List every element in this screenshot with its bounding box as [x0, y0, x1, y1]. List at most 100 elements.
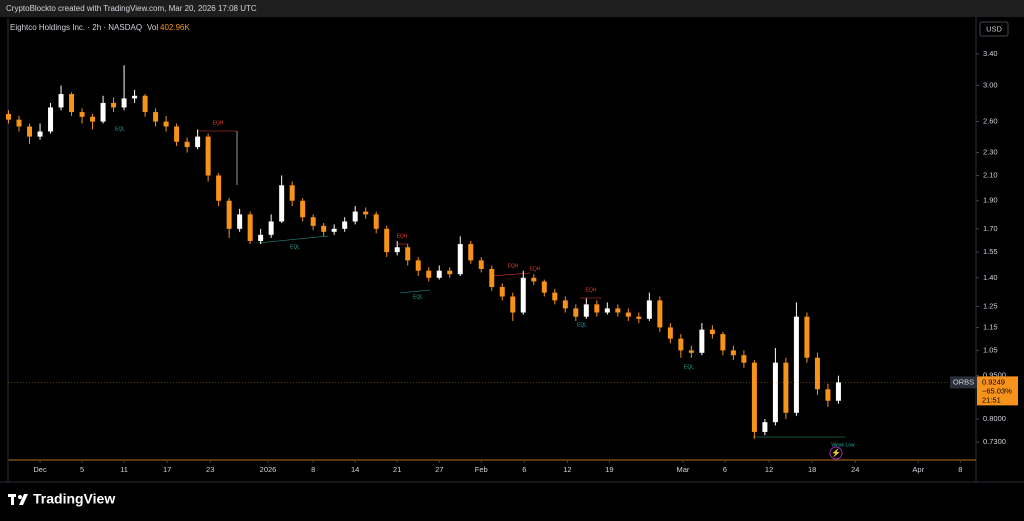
- candle-body: [604, 308, 610, 313]
- candle-body: [342, 221, 348, 229]
- candle-body: [594, 304, 600, 313]
- candle-body: [237, 214, 243, 229]
- candle-body: [573, 308, 579, 317]
- candle-body: [457, 244, 463, 275]
- candle-body: [289, 185, 295, 201]
- badge-price: 0.9249: [982, 377, 1005, 386]
- candle-body: [174, 126, 180, 142]
- x-tick-label: Dec: [33, 465, 47, 474]
- candle-body: [825, 389, 831, 401]
- candle-body: [783, 362, 789, 413]
- badge-symbol-box: [950, 376, 977, 389]
- currency-box[interactable]: [979, 21, 1009, 37]
- candle-body: [90, 116, 96, 122]
- candle-body: [730, 350, 736, 356]
- candle-body: [583, 304, 589, 317]
- x-tick-label: 6: [723, 465, 727, 474]
- candle-body: [510, 296, 516, 313]
- x-tick-label: 8: [958, 465, 962, 474]
- badge-symbol: ORBS: [953, 377, 974, 386]
- eql-line: [257, 235, 329, 244]
- badge-box: [977, 376, 1018, 406]
- candle-body: [615, 308, 621, 313]
- candle-body: [58, 94, 64, 108]
- x-tick-label: Mar: [676, 465, 689, 474]
- candle-body: [16, 119, 22, 127]
- candle-body: [48, 107, 54, 132]
- y-tick-label: 2.60: [983, 117, 998, 126]
- candle-body: [132, 95, 138, 99]
- candle-body: [363, 211, 369, 215]
- candle-body: [562, 300, 568, 309]
- y-tick-label: 1.40: [983, 273, 998, 282]
- candle-body: [762, 422, 768, 432]
- volume-value: 402.96K: [160, 23, 190, 32]
- x-tick-label: 19: [605, 465, 613, 474]
- candle-body: [478, 260, 484, 269]
- alert-icon-glyph: ⚡: [831, 448, 841, 458]
- candle-body: [468, 244, 474, 261]
- brand-name: TradingView: [33, 491, 115, 507]
- candle-body: [835, 382, 841, 401]
- credit: CryptoBlockto created with TradingView.c…: [6, 4, 257, 13]
- x-tick-label: 17: [163, 465, 171, 474]
- candle-body: [100, 102, 106, 122]
- badge-countdown: 21:51: [982, 395, 1001, 404]
- candle-body: [163, 121, 169, 127]
- candle-body: [258, 234, 264, 241]
- y-tick-label: 0.9500: [983, 371, 1006, 380]
- y-tick-label: 1.05: [983, 345, 998, 354]
- annotation-lines: ⚡ EQL EQH EQL EQH EQL EQH EQH EQH EQL EQL Weak Low: [115, 120, 855, 460]
- annotation: Weak Low: [831, 442, 855, 448]
- y-tick-label: 1.55: [983, 247, 998, 256]
- y-tick-label: 1.90: [983, 196, 998, 205]
- y-tick-label: 3.40: [983, 49, 998, 58]
- eql-line: [399, 289, 431, 294]
- annotation: EQH: [213, 120, 224, 126]
- candle-body: [489, 268, 495, 287]
- candle-body: [195, 136, 201, 148]
- candle-body: [699, 329, 705, 353]
- candle-body: [636, 316, 642, 319]
- x-tick-label: 23: [206, 465, 214, 474]
- candle-body: [394, 247, 400, 253]
- candle-body: [321, 225, 327, 232]
- annotation: EQL: [684, 364, 694, 370]
- candle-body: [226, 200, 232, 229]
- candle-body: [27, 126, 33, 137]
- candle-body: [804, 316, 810, 358]
- candle-body: [741, 355, 747, 363]
- x-tick-label: 14: [351, 465, 359, 474]
- x-tick-label: 24: [851, 465, 859, 474]
- candle-body: [520, 277, 526, 313]
- annotation: EQL: [413, 294, 423, 300]
- symbol: Eightco Holdings Inc. · 2h · NASDAQ: [10, 23, 142, 32]
- volume-label: Vol: [147, 23, 158, 32]
- y-tick-label: 2.30: [983, 148, 998, 157]
- alert-icon[interactable]: [829, 446, 843, 460]
- y-tick-label: 1.70: [983, 224, 998, 233]
- x-tick-label: 12: [563, 465, 571, 474]
- x-tick-label: 2026: [260, 465, 277, 474]
- annotation: EQH: [530, 266, 541, 272]
- annotation: EQL: [577, 322, 587, 328]
- x-tick-label: 11: [120, 465, 128, 474]
- x-tick-label: Apr: [912, 465, 924, 474]
- brand: [8, 494, 28, 505]
- candle-body: [205, 136, 211, 176]
- candle-body: [153, 112, 159, 122]
- candle-body: [384, 228, 390, 253]
- candle-body: [552, 292, 558, 301]
- x-tick-label: 27: [435, 465, 443, 474]
- candle-body: [184, 141, 190, 148]
- candle-body: [541, 281, 547, 293]
- candle-body: [426, 270, 432, 278]
- candle-body: [657, 300, 663, 328]
- candle-body: [688, 350, 694, 353]
- candle-body: [268, 221, 274, 235]
- x-tick-label: 21: [393, 465, 401, 474]
- candle-body: [709, 329, 715, 335]
- candle-body: [6, 113, 12, 120]
- x-tick-label: 8: [311, 465, 315, 474]
